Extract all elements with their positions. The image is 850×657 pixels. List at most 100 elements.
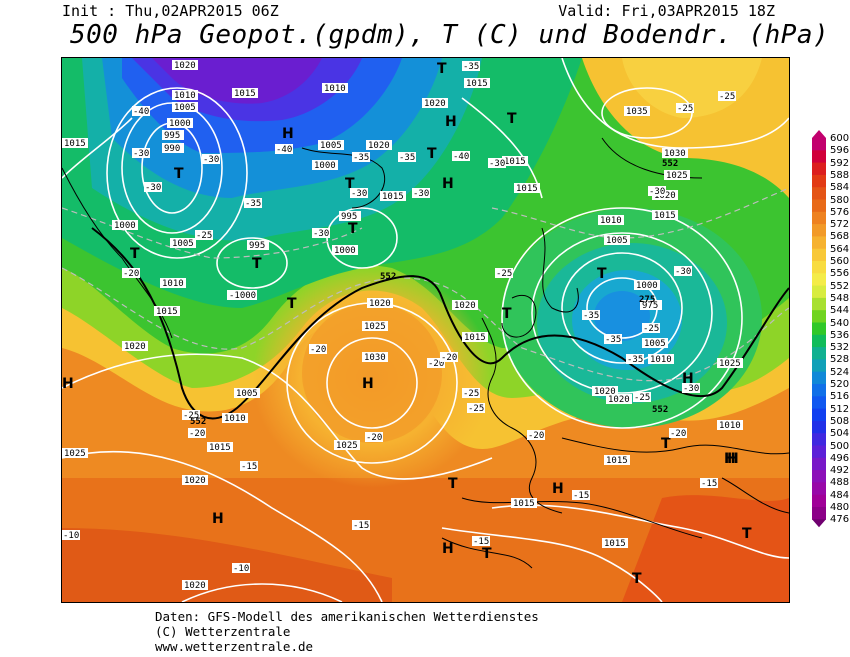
svg-text:-30: -30	[145, 183, 161, 193]
svg-text:-40: -40	[276, 145, 292, 155]
legend-bar	[812, 130, 826, 528]
svg-text:-35: -35	[353, 153, 369, 163]
high-marker: H	[212, 511, 224, 527]
high-marker: H	[62, 376, 74, 392]
svg-text:1010: 1010	[162, 279, 184, 289]
high-marker: H	[724, 451, 736, 467]
svg-text:1030: 1030	[364, 353, 386, 363]
legend-value: 568	[830, 231, 850, 243]
svg-text:1015: 1015	[606, 456, 628, 466]
legend-bottom-arrow	[812, 519, 826, 528]
svg-text:1000: 1000	[169, 119, 191, 129]
svg-text:1005: 1005	[236, 389, 258, 399]
svg-text:1015: 1015	[516, 184, 538, 194]
svg-text:552: 552	[380, 272, 396, 282]
legend-swatch	[812, 433, 826, 446]
svg-text:-25: -25	[196, 231, 212, 241]
svg-text:1020: 1020	[184, 476, 206, 486]
legend-swatch	[812, 273, 826, 287]
svg-text:1020: 1020	[184, 581, 206, 591]
svg-text:1010: 1010	[719, 421, 741, 431]
svg-text:1020: 1020	[608, 395, 630, 405]
low-marker: T	[427, 146, 437, 162]
svg-text:1015: 1015	[466, 79, 488, 89]
svg-text:275: 275	[639, 295, 655, 305]
legend-swatch	[812, 334, 826, 348]
svg-text:1025: 1025	[666, 171, 688, 181]
svg-text:-30: -30	[313, 229, 329, 239]
svg-text:1015: 1015	[209, 443, 231, 453]
low-marker: T	[507, 111, 517, 127]
svg-text:-20: -20	[123, 269, 139, 279]
svg-text:1015: 1015	[504, 157, 526, 167]
svg-text:-15: -15	[353, 521, 369, 531]
legend-value: 540	[830, 317, 850, 329]
legend-swatch	[812, 285, 826, 299]
svg-text:-25: -25	[643, 324, 659, 334]
legend-value: 496	[830, 452, 850, 464]
legend-value: 524	[830, 366, 850, 378]
legend-value: 596	[830, 145, 850, 157]
svg-text:-10: -10	[233, 564, 249, 574]
svg-text:-15: -15	[573, 491, 589, 501]
legend-swatch	[812, 224, 826, 237]
geopotential-label: 552 552 552 552 275	[190, 159, 678, 427]
svg-text:-30: -30	[351, 189, 367, 199]
legend-swatch	[812, 359, 826, 373]
legend-top-arrow	[812, 130, 826, 138]
low-marker: T	[661, 436, 671, 452]
legend-swatch	[812, 494, 826, 508]
legend-value: 476	[830, 514, 850, 526]
svg-text:1015: 1015	[64, 139, 86, 149]
svg-text:-25: -25	[468, 404, 484, 414]
high-marker: H	[282, 126, 294, 142]
svg-text:-10: -10	[63, 531, 79, 541]
svg-text:-20: -20	[528, 431, 544, 441]
legend-value: 600	[830, 133, 850, 144]
svg-text:995: 995	[164, 131, 180, 141]
svg-text:-35: -35	[627, 355, 643, 365]
legend-value: 500	[830, 440, 850, 452]
legend-swatch	[812, 162, 826, 176]
svg-text:-25: -25	[496, 269, 512, 279]
low-marker: T	[597, 266, 607, 282]
svg-text:-15: -15	[241, 462, 257, 472]
legend-swatch	[812, 236, 826, 250]
svg-text:1020: 1020	[369, 299, 391, 309]
temperature-label: -35 -40 -30 -30 -30 -35 -40 -35 -35 -40 …	[62, 61, 736, 574]
legend-swatch	[812, 322, 826, 336]
low-marker: T	[174, 166, 184, 182]
svg-text:1025: 1025	[336, 441, 358, 451]
svg-text:-30: -30	[675, 267, 691, 277]
svg-text:1015: 1015	[604, 539, 626, 549]
data-source-line: Daten: GFS-Modell des amerikanischen Wet…	[155, 609, 539, 624]
low-marker: T	[632, 571, 642, 587]
svg-text:-35: -35	[463, 62, 479, 72]
svg-text:-20: -20	[310, 345, 326, 355]
svg-text:1005: 1005	[172, 239, 194, 249]
svg-text:-25: -25	[677, 104, 693, 114]
legend-value: 564	[830, 243, 850, 255]
svg-text:1015: 1015	[464, 333, 486, 343]
svg-text:-20: -20	[366, 433, 382, 443]
svg-text:-30: -30	[413, 189, 429, 199]
legend-value: 572	[830, 219, 850, 231]
legend-swatch	[812, 174, 826, 188]
svg-text:-35: -35	[245, 199, 261, 209]
legend-value: 528	[830, 354, 850, 366]
website-link[interactable]: www.wetterzentrale.de	[155, 639, 314, 654]
svg-text:1020: 1020	[454, 301, 476, 311]
legend-value: 480	[830, 502, 850, 513]
legend-value: 536	[830, 329, 850, 341]
svg-text:-40: -40	[453, 152, 469, 162]
legend-value: 588	[830, 169, 850, 181]
legend-value: 492	[830, 465, 850, 477]
svg-text:-30: -30	[133, 149, 149, 159]
svg-text:990: 990	[164, 144, 180, 154]
svg-text:-20: -20	[670, 429, 686, 439]
svg-text:1010: 1010	[600, 216, 622, 226]
legend-swatch	[812, 507, 826, 520]
svg-text:1005: 1005	[644, 339, 666, 349]
high-marker: H	[727, 451, 739, 467]
legend-value: 584	[830, 182, 850, 194]
